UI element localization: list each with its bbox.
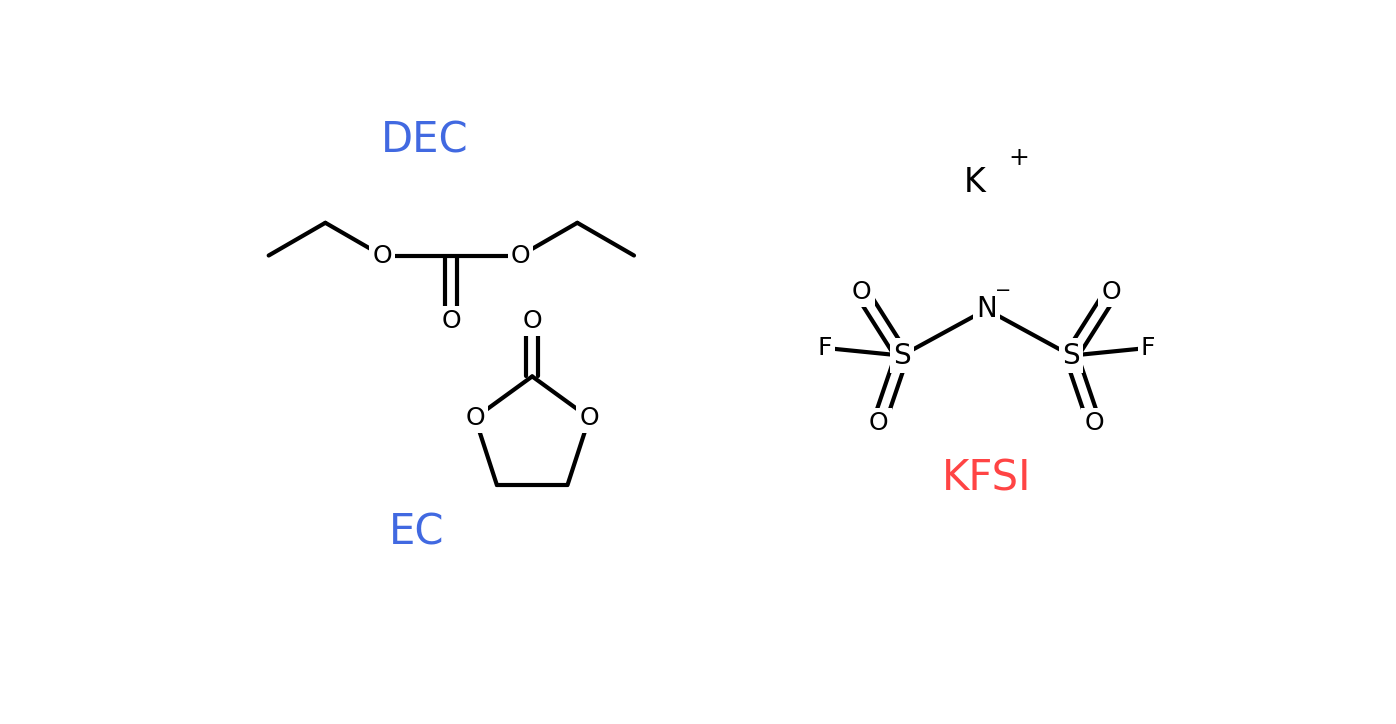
Text: F: F: [818, 336, 832, 360]
Text: K: K: [965, 166, 986, 199]
Text: −: −: [995, 281, 1012, 300]
Text: +: +: [1008, 146, 1029, 169]
Text: O: O: [441, 309, 461, 333]
Text: O: O: [373, 243, 392, 267]
Text: O: O: [868, 411, 888, 435]
Text: EC: EC: [389, 512, 444, 554]
Text: O: O: [852, 280, 871, 305]
Text: O: O: [522, 309, 542, 333]
Text: F: F: [1141, 336, 1156, 360]
Text: S: S: [1062, 342, 1081, 370]
Text: KFSI: KFSI: [942, 458, 1032, 500]
Text: S: S: [893, 342, 910, 370]
Text: O: O: [511, 243, 530, 267]
Text: DEC: DEC: [381, 119, 468, 161]
Text: O: O: [579, 406, 599, 430]
Text: O: O: [1101, 280, 1121, 305]
Text: O: O: [465, 406, 484, 430]
Text: N: N: [976, 295, 997, 324]
Text: O: O: [1085, 411, 1104, 435]
